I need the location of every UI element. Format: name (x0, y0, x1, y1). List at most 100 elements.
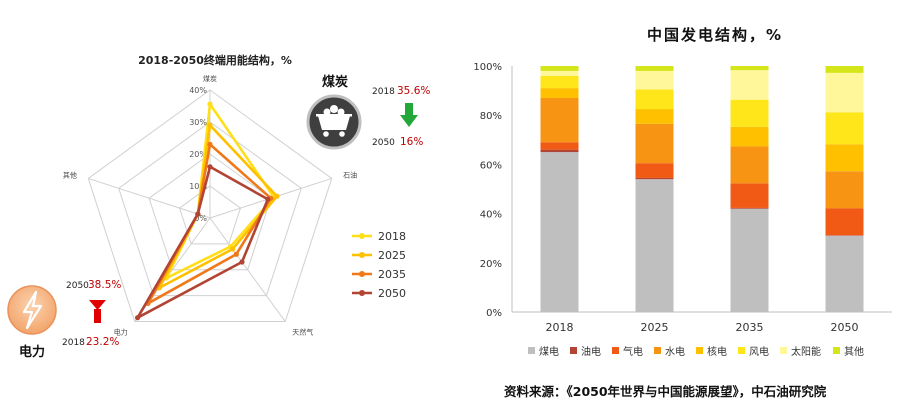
bar-segment (730, 207, 769, 209)
radar-legend-marker (359, 271, 365, 277)
bar-legend-swatch (780, 347, 787, 354)
power-callout: 电力 2050 38.5% 2018 23.2% (7, 279, 121, 360)
radar-point (207, 122, 213, 128)
bar-legend-swatch (696, 347, 703, 354)
bar-legend-label: 煤电 (539, 345, 559, 358)
bar-segment (825, 144, 864, 172)
bar-y-tick-label: 80% (480, 111, 502, 122)
bar-segment (825, 72, 864, 113)
bar-legend-label: 其他 (844, 345, 864, 358)
bar-segment (540, 66, 579, 71)
lightning-bolt-icon (7, 285, 57, 335)
bar-segment (635, 89, 674, 110)
bar-legend-label: 油电 (581, 345, 601, 358)
radar-axis-label: 其他 (63, 171, 77, 180)
bar-segment (635, 179, 674, 312)
bar-axes: 0% 20% 40% 60% 80% 100% 2018 2025 2035 2050 (473, 62, 892, 334)
radar-point (233, 251, 239, 257)
radar-point (265, 196, 271, 202)
green-down-arrow-icon (400, 103, 418, 127)
radar-spoke (209, 217, 286, 322)
coal-callout: 煤炭 2018 35.6% 2050 16% (306, 74, 430, 150)
radar-point (134, 315, 141, 321)
radar-point (207, 164, 213, 170)
bar-segment (635, 66, 674, 71)
radar-axis-label: 天然气 (292, 327, 313, 336)
radar-ring (87, 89, 333, 323)
radar-axis-label: 电力 (114, 327, 128, 336)
radar-series-line (165, 102, 276, 280)
bar-chart-title: 中国发电结构，% (647, 26, 783, 44)
radar-legend-marker (359, 233, 365, 239)
radar-ring-label: 0% (194, 214, 207, 223)
radar-legend-label: 2035 (378, 268, 406, 281)
bar-segment (635, 109, 674, 124)
radar-series-group (134, 101, 280, 321)
radar-point (207, 101, 213, 107)
bar-segment (540, 142, 579, 150)
radar-chart: 2018-2050终端用能结构，% 0%10%20%30%40%煤炭石油天然气电… (7, 53, 430, 360)
bar-legend-label: 核电 (707, 345, 727, 358)
bar-legend-label: 太阳能 (791, 345, 821, 358)
bar-segment (635, 70, 674, 90)
radar-axis-label: 石油 (343, 171, 357, 180)
bar-segment (540, 70, 579, 76)
coal-cart-glyph (316, 105, 352, 137)
bar-segment (825, 235, 864, 312)
bar-segment (635, 163, 674, 178)
radar-title: 2018-2050终端用能结构，% (138, 53, 292, 67)
bar-legend-swatch (612, 347, 619, 354)
radar-ring-label: 20% (189, 150, 207, 159)
bar-legend-swatch (570, 347, 577, 354)
bar-x-tick-label: 2050 (831, 321, 859, 334)
bar-legend-label: 水电 (665, 345, 685, 358)
bar-segment (730, 99, 769, 127)
bar-segment (635, 177, 674, 180)
bar-x-tick-label: 2025 (641, 321, 669, 334)
bar-segment (635, 123, 674, 164)
bar-y-tick-label: 20% (480, 259, 502, 270)
coal-year-b: 2050 (372, 138, 395, 148)
radar-legend-marker (359, 290, 365, 296)
bar-legend-swatch (528, 347, 535, 354)
power-year-b: 2018 (62, 338, 85, 348)
radar-legend: 2018 2025 2035 2050 (352, 230, 406, 300)
power-callout-name: 电力 (19, 344, 45, 360)
bar-legend-label: 气电 (623, 345, 643, 358)
radar-ring-label: 40% (189, 86, 207, 95)
radar-ring (178, 185, 242, 245)
radar-point (239, 259, 245, 265)
power-value-b: 23.2% (86, 336, 119, 348)
stacked-bar-chart: 中国发电结构，% 0% 20% 40% 60% 80% 100% 2018 2025 2035 2… (473, 26, 892, 358)
bar-segment (730, 70, 769, 100)
radar-ring-label: 10% (189, 182, 207, 191)
bar-y-tick-label: 60% (480, 160, 502, 171)
bar-y-tick-label: 100% (473, 62, 502, 73)
radar-ring-label: 30% (189, 118, 207, 127)
radar-legend-marker (359, 252, 365, 258)
radar-series-line (136, 165, 270, 319)
bar-segment (540, 97, 579, 143)
bar-legend-swatch (654, 347, 661, 354)
radar-point (207, 141, 213, 147)
radar-legend-label: 2025 (378, 249, 406, 262)
bar-segment (730, 146, 769, 184)
bar-segment (730, 126, 769, 147)
coal-value-a: 35.6% (397, 85, 430, 97)
bar-x-tick-label: 2018 (546, 321, 574, 334)
coal-callout-name: 煤炭 (322, 74, 348, 90)
bar-legend-label: 风电 (749, 345, 769, 358)
bar-segment (730, 208, 769, 312)
radar-legend-label: 2050 (378, 287, 406, 300)
bar-segment (540, 88, 579, 98)
power-year-a: 2050 (66, 281, 89, 291)
radar-spoke (88, 177, 211, 219)
source-note: 资料来源：《2050年世界与中国能源展望》，中石油研究院 (504, 384, 827, 399)
bar-segment (730, 66, 769, 71)
bar-legend-swatch (738, 347, 745, 354)
radar-legend-label: 2018 (378, 230, 406, 243)
bar-segment (825, 112, 864, 145)
bar-segment (540, 149, 579, 153)
bar-segment (825, 66, 864, 73)
power-value-a: 38.5% (88, 279, 121, 291)
